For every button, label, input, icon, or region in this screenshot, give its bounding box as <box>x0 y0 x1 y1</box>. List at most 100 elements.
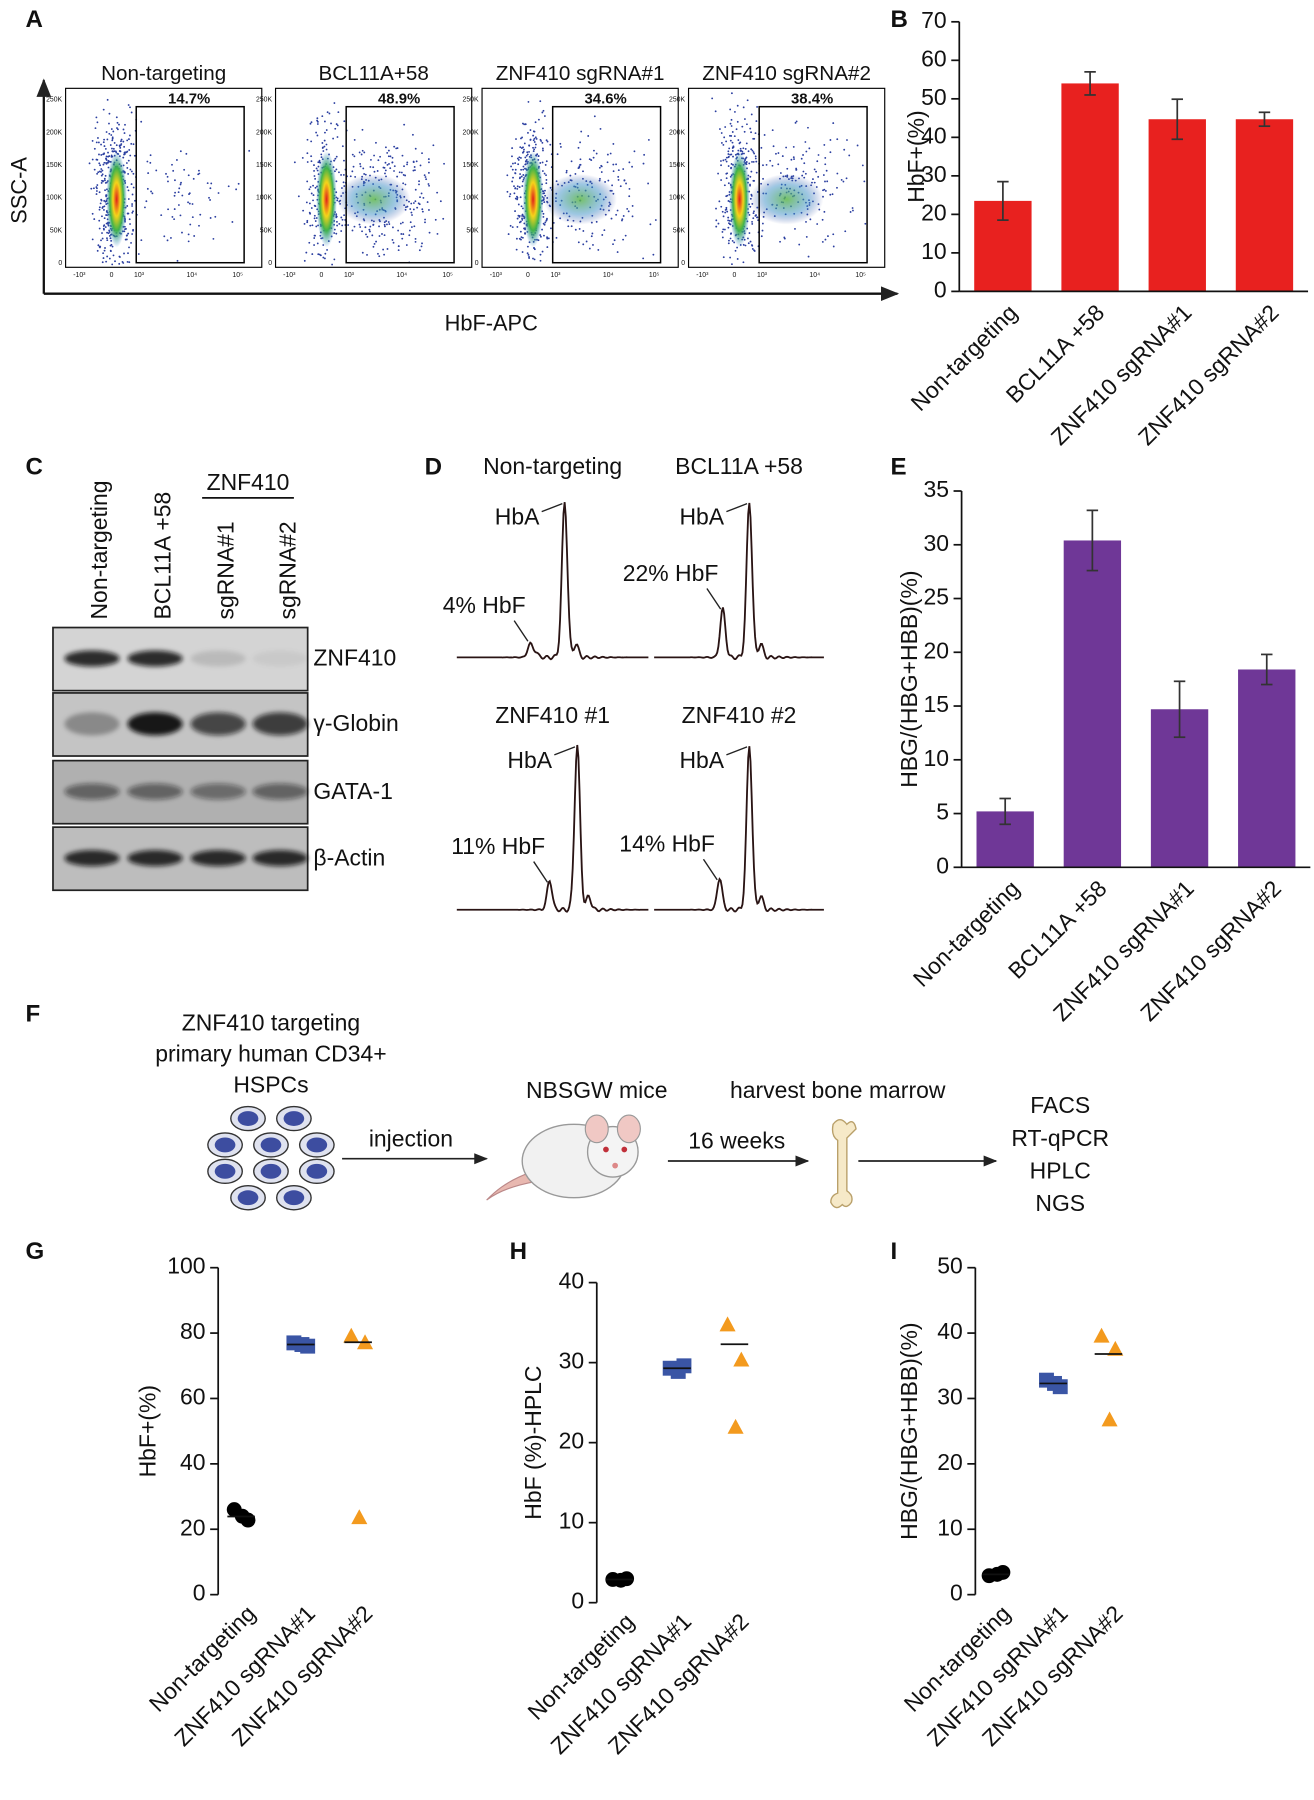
event-dot <box>416 206 419 209</box>
event-dot <box>167 180 169 183</box>
event-dot <box>545 139 548 142</box>
event-dot <box>123 252 125 255</box>
y-tick-label: 0 <box>475 260 479 267</box>
event-dot <box>590 159 593 162</box>
event-dot <box>742 261 745 264</box>
event-dot <box>191 203 194 205</box>
event-dot <box>734 249 737 252</box>
event-dot <box>336 224 339 227</box>
event-dot <box>722 159 725 162</box>
event-dot <box>309 122 312 125</box>
event-dot <box>754 155 757 158</box>
event-dot <box>824 163 827 166</box>
event-dot <box>166 175 169 178</box>
event-dot <box>130 170 133 173</box>
data-point <box>733 1351 750 1367</box>
event-dot <box>308 202 311 205</box>
event-dot <box>377 252 379 255</box>
event-dot <box>736 246 739 249</box>
event-dot <box>308 241 311 244</box>
event-dot <box>150 190 152 193</box>
event-dot <box>317 161 320 164</box>
event-dot <box>591 232 594 235</box>
event-dot <box>626 207 629 210</box>
event-dot <box>96 172 99 175</box>
event-dot <box>747 237 749 240</box>
event-dot <box>103 145 106 147</box>
event-dot <box>389 155 392 158</box>
event-dot <box>123 145 126 148</box>
event-dot <box>715 225 718 228</box>
event-dot <box>112 147 115 150</box>
event-dot <box>511 147 514 150</box>
event-dot <box>106 138 109 141</box>
leader-line <box>726 502 748 513</box>
event-dot <box>570 160 573 163</box>
event-dot <box>721 236 724 239</box>
event-dot <box>333 258 336 261</box>
y-tick-label: 0 <box>268 260 272 267</box>
event-dot <box>582 170 584 173</box>
data-point <box>1107 1340 1124 1356</box>
event-dot <box>532 139 535 142</box>
event-dot <box>103 138 106 141</box>
mouse-eye <box>621 1146 628 1153</box>
event-dot <box>396 175 399 178</box>
event-dot <box>325 129 328 131</box>
event-dot <box>832 233 835 236</box>
event-dot <box>361 251 364 254</box>
event-dot <box>588 247 591 250</box>
event-dot <box>516 196 519 199</box>
event-dot <box>406 163 408 166</box>
event-dot <box>611 184 614 187</box>
event-dot <box>756 216 758 219</box>
event-dot <box>323 257 326 260</box>
event-dot <box>592 156 595 159</box>
event-dot <box>427 158 430 161</box>
event-dot <box>515 138 517 140</box>
event-dot <box>542 149 544 152</box>
event-dot <box>528 257 531 259</box>
event-dot <box>306 180 309 183</box>
event-dot <box>805 220 807 223</box>
event-dot <box>317 165 320 168</box>
event-dot <box>303 259 306 262</box>
event-dot <box>358 151 361 154</box>
event-dot <box>103 152 106 155</box>
event-dot <box>746 99 749 102</box>
event-dot <box>545 182 548 185</box>
event-dot <box>714 110 717 113</box>
event-dot <box>403 123 406 126</box>
event-dot <box>523 148 525 151</box>
event-dot <box>753 152 756 155</box>
event-dot <box>237 182 240 185</box>
event-dot <box>103 217 106 220</box>
event-dot <box>546 246 549 248</box>
panel-label: C <box>25 453 42 480</box>
event-dot <box>151 192 154 195</box>
event-dot <box>401 237 404 240</box>
event-dot <box>547 237 550 240</box>
event-dot <box>832 122 835 124</box>
event-dot <box>105 157 107 160</box>
bar <box>1238 669 1296 868</box>
event-dot <box>95 141 98 144</box>
event-dot <box>625 182 627 185</box>
event-dot <box>744 244 747 247</box>
event-dot <box>412 160 415 163</box>
event-dot <box>597 249 600 251</box>
event-dot <box>110 128 113 130</box>
event-dot <box>512 162 514 165</box>
row-label: GATA-1 <box>313 778 392 804</box>
event-dot <box>795 168 798 171</box>
event-dot <box>864 222 867 225</box>
event-dot <box>100 198 103 201</box>
event-dot <box>371 234 374 237</box>
event-dot <box>733 241 736 244</box>
event-dot <box>515 248 518 251</box>
event-dot <box>118 262 121 265</box>
event-dot <box>717 222 720 225</box>
event-dot <box>516 157 519 160</box>
event-dot <box>577 146 580 149</box>
y-tick-label: 150K <box>46 162 62 169</box>
